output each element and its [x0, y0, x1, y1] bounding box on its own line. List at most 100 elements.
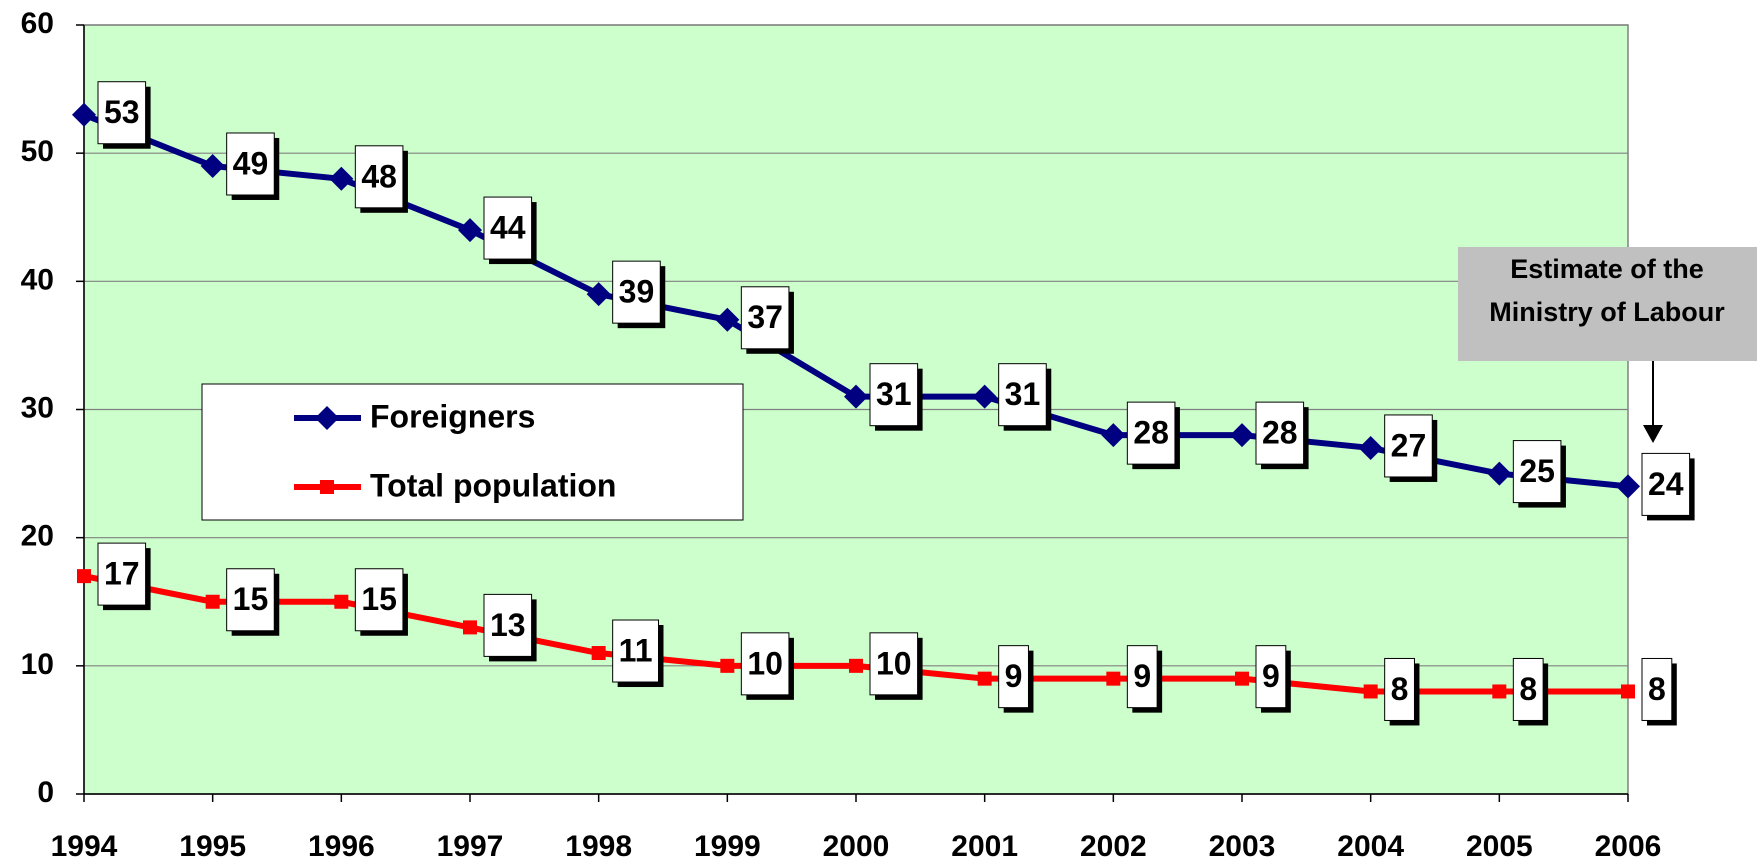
label-box	[740, 286, 790, 350]
label-box	[226, 132, 275, 196]
marker	[1616, 474, 1640, 499]
data-label-text: 10	[747, 645, 783, 681]
data-label: 27	[1384, 414, 1438, 482]
data-label-text: 48	[361, 158, 397, 194]
label-box	[998, 645, 1029, 709]
data-label: 48	[354, 145, 408, 213]
data-label-text: 27	[1391, 427, 1427, 463]
label-box	[869, 632, 919, 696]
data-label: 10	[740, 632, 794, 700]
label-box	[740, 632, 790, 696]
y-tick-label: 30	[21, 391, 54, 424]
marker	[1106, 671, 1121, 686]
x-tick-label: 1996	[308, 830, 375, 863]
legend-marker	[320, 480, 334, 494]
data-label: 31	[998, 363, 1052, 431]
x-tick-label: 1994	[51, 830, 118, 863]
label-box	[97, 81, 147, 145]
annotation-arrowhead	[1643, 425, 1663, 443]
label-box	[226, 568, 275, 632]
label-box	[612, 619, 659, 683]
data-label: 9	[1255, 645, 1291, 713]
data-label: 8	[1641, 657, 1677, 726]
marker	[205, 594, 220, 609]
y-tick-label: 10	[21, 648, 54, 681]
data-label: 8	[1512, 657, 1549, 726]
x-tick-label: 1997	[437, 830, 504, 863]
x-tick-label: 2006	[1595, 830, 1662, 863]
data-label: 9	[1126, 645, 1163, 713]
x-tick-label: 2000	[823, 830, 890, 863]
data-label-text: 24	[1648, 466, 1684, 502]
data-label: 39	[612, 260, 666, 329]
data-label-text: 37	[747, 299, 783, 335]
data-label: 10	[869, 632, 923, 700]
label-box	[1384, 414, 1433, 478]
data-label: 37	[740, 286, 794, 354]
data-label: 25	[1512, 440, 1566, 508]
label-box	[1384, 657, 1415, 721]
legend-label: Total population	[370, 467, 616, 503]
data-label-text: 44	[490, 210, 526, 246]
data-label: 15	[354, 568, 408, 636]
marker	[200, 153, 225, 178]
data-label-text: 8	[1648, 671, 1666, 707]
legend	[201, 383, 744, 521]
data-label-text: 10	[876, 645, 912, 681]
data-label: 24	[1641, 452, 1695, 521]
label-box	[1255, 645, 1287, 709]
y-tick-label: 20	[21, 520, 54, 553]
x-tick-label: 2001	[951, 830, 1018, 863]
marker	[334, 594, 349, 609]
data-label-text: 17	[104, 556, 140, 592]
data-label: 49	[226, 132, 280, 200]
marker	[972, 384, 997, 409]
data-label-text: 31	[876, 376, 912, 412]
legend-marker	[315, 406, 339, 430]
x-tick-label: 2003	[1209, 830, 1276, 863]
data-label-text: 39	[619, 274, 655, 310]
data-label-text: 9	[1262, 658, 1280, 694]
label-box	[1512, 657, 1544, 721]
marker	[1101, 423, 1126, 448]
x-tick-label: 1995	[179, 830, 246, 863]
marker	[591, 646, 606, 661]
marker	[1235, 671, 1249, 686]
label-box	[483, 196, 533, 260]
marker	[463, 620, 477, 635]
marker	[1363, 684, 1378, 699]
marker	[715, 307, 740, 332]
data-label: 53	[97, 81, 151, 149]
data-label-text: 13	[490, 607, 526, 643]
label-box	[869, 363, 919, 427]
x-tick-label: 2004	[1337, 830, 1404, 863]
x-tick-label: 1999	[694, 830, 761, 863]
x-tick-label: 2005	[1466, 830, 1533, 863]
y-tick-label: 60	[21, 7, 54, 40]
data-label: 13	[483, 593, 537, 662]
legend-label: Foreigners	[370, 398, 535, 434]
marker	[77, 569, 91, 584]
x-tick-label: 2002	[1080, 830, 1147, 863]
data-label-text: 8	[1519, 671, 1537, 707]
data-label: 44	[483, 196, 537, 265]
data-label-text: 9	[1133, 658, 1151, 694]
label-box	[1126, 645, 1158, 709]
marker	[849, 658, 863, 673]
label-box	[1641, 452, 1691, 516]
data-label: 17	[97, 542, 151, 611]
marker	[72, 102, 96, 127]
marker	[977, 671, 992, 686]
marker	[720, 658, 735, 673]
data-label-text: 11	[619, 632, 653, 668]
data-label-text: 9	[1005, 658, 1023, 694]
label-box	[1255, 401, 1305, 465]
marker	[458, 218, 482, 243]
annotation-box	[1458, 247, 1757, 361]
marker	[1621, 684, 1635, 699]
marker	[844, 384, 868, 409]
data-label-text: 15	[233, 581, 269, 617]
marker	[1492, 684, 1507, 699]
label-box	[354, 568, 404, 632]
data-label-text: 31	[1005, 376, 1041, 412]
